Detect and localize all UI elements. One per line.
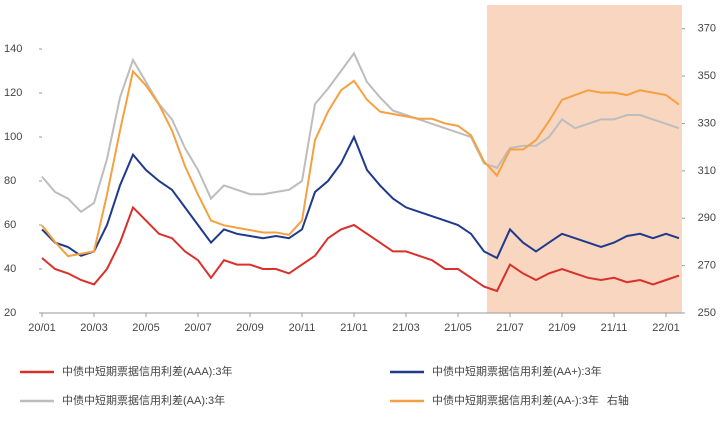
x-tick-label: 20/01: [28, 322, 56, 334]
series-line: [41, 134, 680, 260]
x-tick-label: 21/07: [496, 322, 524, 334]
y-tick-label: 80: [4, 175, 16, 187]
x-tick-label: 20/03: [80, 322, 108, 334]
y2-note: 右轴: [607, 393, 629, 407]
x-tick-label: 20/05: [132, 322, 160, 334]
y-tick-label: 120: [4, 87, 22, 99]
y-tick-label: 60: [4, 219, 16, 231]
legend-label: 中债中短期票据信用利差(AA):3年: [62, 393, 225, 407]
x-tick-label: 20/11: [289, 322, 316, 334]
x-tick-label: 21/01: [340, 322, 368, 334]
series-line: [41, 51, 680, 214]
legend-label: 中债中短期票据信用利差(AA-):3年: [432, 393, 599, 407]
y2-tick-label: 330: [698, 117, 716, 129]
y-tick-label: 100: [4, 131, 22, 143]
y-tick-label: 20: [4, 307, 16, 319]
x-tick-label: 20/09: [236, 322, 264, 334]
y2-tick-label: 270: [698, 260, 716, 272]
y2-tick-label: 350: [698, 70, 716, 82]
x-tick-label: 20/07: [184, 322, 212, 334]
y-tick-label: 140: [4, 43, 22, 55]
y2-tick-label: 290: [698, 212, 716, 224]
legend-label: 中债中短期票据信用利差(AA+):3年: [432, 364, 602, 378]
series-line: [41, 205, 680, 293]
shaded-period: [487, 5, 682, 313]
y-tick-label: 40: [4, 263, 16, 275]
y2-tick-label: 310: [698, 165, 716, 177]
legend-label: 中债中短期票据信用利差(AAA):3年: [62, 364, 233, 378]
y2-tick-label: 370: [698, 23, 716, 35]
x-tick-label: 21/11: [601, 322, 628, 334]
y2-tick-label: 250: [698, 307, 716, 319]
x-tick-label: 21/09: [548, 322, 576, 334]
x-tick-label: 21/05: [444, 322, 472, 334]
x-tick-label: 22/01: [652, 322, 680, 334]
series-line: [41, 69, 680, 258]
x-tick-label: 21/03: [392, 322, 420, 334]
